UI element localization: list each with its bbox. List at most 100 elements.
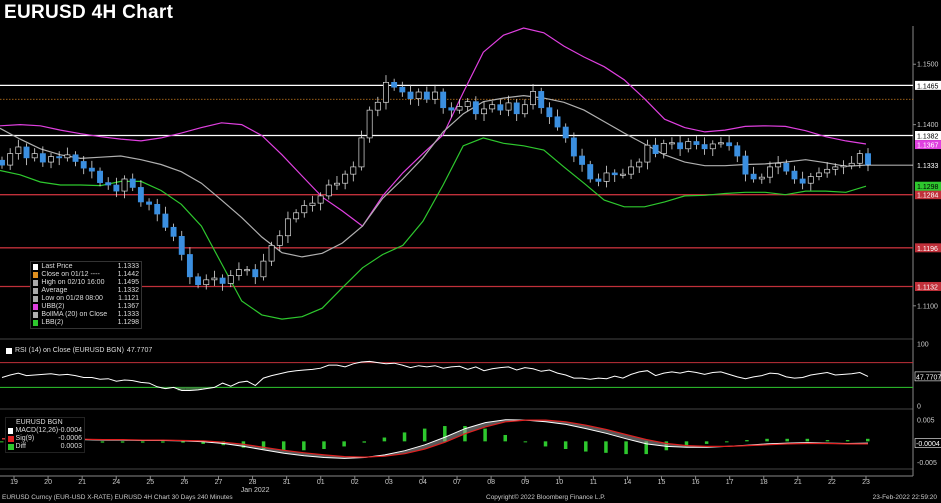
legend-row: Close on 01/12 ---- 1.1442 (33, 271, 139, 279)
candle-body (448, 107, 455, 111)
candle-body (260, 260, 267, 278)
candle-body (799, 178, 806, 184)
x-tick-label: 26 (181, 479, 189, 486)
candle-body (105, 182, 112, 186)
candle-body (178, 236, 185, 255)
macd-legend-row: Sig(9) -0.0006 (8, 435, 82, 443)
macd-histogram-bar (503, 434, 507, 442)
x-tick-label: 04 (419, 479, 427, 486)
x-tick-label: 28 (249, 479, 257, 486)
bollinger-moving-average (0, 94, 867, 258)
macd-histogram-bar (100, 441, 105, 443)
x-tick-label: 22 (828, 479, 836, 486)
candle-body (293, 212, 300, 220)
price-axis-level-label: 1.1465 (917, 83, 939, 90)
x-tick-label: 18 (760, 479, 768, 486)
macd-histogram-bar (785, 438, 789, 442)
candle-body (530, 91, 536, 106)
candle-body (170, 226, 177, 237)
macd-legend-swatch (8, 428, 14, 434)
candle-body (15, 146, 22, 154)
candle-body (734, 145, 741, 157)
rsi-value-label-bg (914, 371, 941, 382)
legend-row: Low on 01/28 08:00 1.1121 (33, 295, 139, 303)
lower-bollinger-band (0, 137, 867, 320)
price-axis-value-label: 1.1333 (917, 163, 939, 170)
candle-body (758, 176, 765, 180)
legend-swatch (33, 280, 39, 286)
candle-body (807, 176, 814, 184)
candle-body (750, 173, 757, 180)
macd-histogram-bar (805, 438, 810, 442)
legend-swatch (33, 296, 39, 302)
candle-body (268, 245, 275, 262)
candle-body (693, 141, 700, 145)
candle-body (334, 182, 340, 186)
rsi-tick-label: 0 (917, 404, 921, 411)
candle-body (554, 116, 561, 128)
candle-body (856, 153, 863, 164)
candle-body (848, 162, 855, 167)
candle-body (350, 166, 357, 175)
macd-histogram-bar (845, 440, 850, 442)
macd-legend: EURUSD BGN MACD(12,26) -0.0004 Sig(9) -0.00… (5, 417, 85, 453)
price-axis-label-bg (915, 243, 941, 253)
x-tick-label: 14 (624, 479, 632, 486)
macd-histogram-bar (684, 441, 689, 447)
macd-legend-swatch (8, 436, 14, 442)
price-axis-label-bg (915, 130, 941, 140)
candle-body (203, 279, 210, 286)
rsi-swatch (6, 347, 12, 354)
candle-body (464, 101, 471, 107)
legend-swatch (33, 312, 39, 318)
candle-body (636, 161, 643, 168)
legend-label: Last Price (41, 263, 73, 270)
macd-histogram-bar (120, 441, 125, 443)
x-tick-label: 20 (44, 479, 52, 486)
legend-value: 1.1121 (118, 295, 139, 302)
x-tick-label: 19 (10, 479, 18, 486)
price-axis-level-label: 1.1132 (917, 284, 938, 291)
macd-fill (2, 419, 868, 459)
candle-body (284, 218, 291, 237)
footer-copyright: Copyright© 2022 Bloomberg Finance L.P. (486, 494, 606, 501)
rsi-label-text: RSI (14) on Close (EURUSD BGN) (15, 347, 124, 354)
candle-body (244, 269, 251, 272)
candle-body (440, 91, 447, 109)
legend-swatch (33, 304, 39, 310)
candle-body (7, 153, 14, 166)
candle-body (383, 82, 389, 103)
footer-description: EURUSD Curncy (EUR-USD X-RATE) EURUSD 4H… (2, 494, 233, 501)
rsi-value-label: 47.7707 (916, 374, 941, 381)
price-tick-label: 1.1400 (917, 122, 939, 129)
candle-body (23, 146, 30, 159)
price-axis-label-bg (915, 281, 941, 291)
macd-histogram-bar (543, 441, 548, 447)
candle-body (783, 162, 790, 172)
macd-legend-label: Sig(9) (15, 435, 35, 442)
legend-label: LBB(2) (41, 319, 64, 326)
macd-histogram-bar (624, 441, 628, 455)
rsi-line (1, 360, 869, 391)
x-tick-label: 11 (590, 479, 597, 486)
macd-legend-value: -0.0004 (58, 427, 82, 434)
upper-bollinger-band (0, 27, 867, 227)
macd-histogram-bar (140, 441, 145, 443)
candle-body (668, 142, 675, 145)
candle-body (709, 143, 716, 150)
candle-body (456, 106, 463, 111)
candle-body (195, 276, 202, 286)
macd-histogram-bar (765, 438, 769, 442)
candle-body (366, 109, 373, 139)
legend-label: Low on 01/28 08:00 (41, 295, 103, 302)
legend-label: Average (41, 287, 68, 294)
candle-body (791, 170, 798, 180)
price-legend: Last Price 1.1333 Close on 01/12 ---- 1.144… (30, 261, 142, 329)
candle-body (481, 108, 487, 115)
x-tick-label: 15 (658, 479, 666, 486)
candle-body (717, 142, 724, 145)
x-tick-label: 01 (317, 479, 325, 486)
candle-body (579, 155, 586, 165)
candle-body (342, 173, 349, 184)
